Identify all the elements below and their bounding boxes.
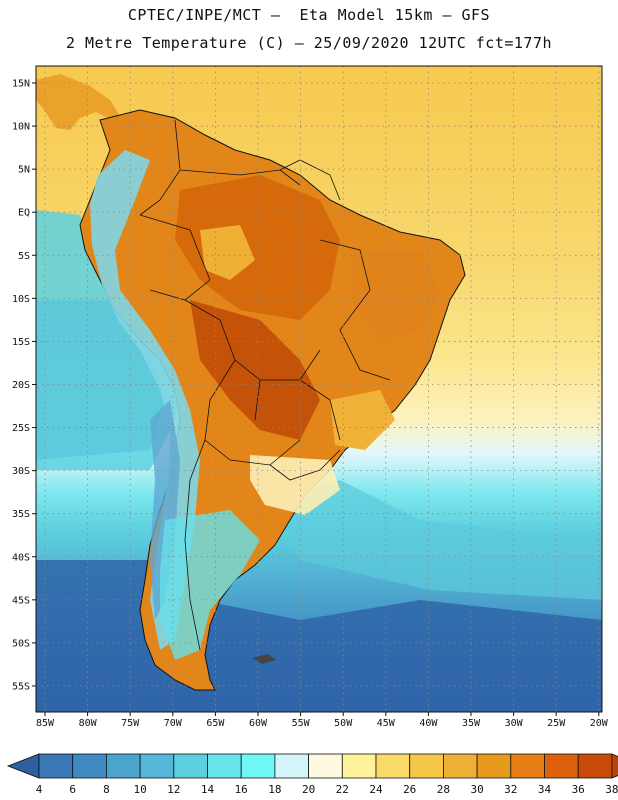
lat-label: 5N: [18, 165, 30, 176]
colorbar-swatch: [577, 753, 613, 779]
country-borders: [139, 119, 391, 651]
colorbar-swatch: [510, 753, 545, 779]
lon-label: 75W: [121, 718, 140, 729]
colorbar-label: 4: [36, 783, 43, 796]
patagonia-cool-land: [160, 510, 260, 660]
colorbar-legend: 4 6 8 10 12 14 16 18 20 22 24 26 28 30 32 34 36 38: [6, 753, 618, 796]
colorbar-swatch: [207, 753, 242, 779]
colorbar-swatch: [139, 753, 175, 779]
lat-label: 10S: [12, 294, 30, 305]
colorbar-label: 36: [572, 783, 585, 796]
lon-label: 30W: [505, 718, 524, 729]
colorbar-label: 24: [369, 783, 383, 796]
colorbar-label: 32: [504, 783, 517, 796]
map-area: [36, 66, 602, 712]
colorbar-swatch: [544, 753, 579, 779]
lat-label: 20S: [12, 380, 30, 391]
colorbar-label: 34: [538, 783, 552, 796]
andes-coldest-band: [150, 400, 180, 620]
lat-label: 45S: [12, 595, 30, 606]
lon-label: 60W: [249, 718, 268, 729]
colorbar-label: 18: [268, 783, 281, 796]
map-frame: [35, 65, 603, 713]
lat-label: 35S: [12, 509, 30, 520]
lon-label: 25W: [547, 718, 566, 729]
lat-label: 25S: [12, 423, 30, 434]
colorbar-swatch: [173, 753, 208, 779]
lat-label: 10N: [12, 122, 30, 133]
colorbar-swatch: [476, 753, 512, 779]
amazon-cooler-patch: [200, 225, 255, 280]
lon-label: 35W: [462, 718, 481, 729]
lat-label: 15N: [12, 79, 30, 90]
lat-label: 55S: [12, 681, 30, 692]
colorbar-label: 6: [69, 783, 76, 796]
central-america-land: [36, 74, 120, 130]
amazon-hot-zone: [175, 175, 340, 320]
lon-label: 55W: [292, 718, 311, 729]
lat-label: 40S: [12, 552, 30, 563]
northeast-brazil-zone: [350, 250, 440, 340]
colorbar-label: 22: [336, 783, 349, 796]
lat-label: 50S: [12, 638, 30, 649]
colorbar-swatch: [442, 753, 478, 779]
lon-label: 85W: [36, 718, 55, 729]
lat-label: 15S: [12, 337, 30, 348]
colorbar-label: 16: [235, 783, 248, 796]
colorbar-swatch: [341, 753, 377, 779]
colorbar-high-arrow: [611, 753, 618, 779]
colorbar-label: 20: [302, 783, 315, 796]
colorbar-swatch: [72, 753, 107, 779]
southeast-brazil-zone: [330, 390, 395, 450]
lon-label: 45W: [377, 718, 396, 729]
atlantic-cool-water: [270, 480, 602, 600]
colorbar-label: 12: [167, 783, 180, 796]
colorbar-low-arrow: [6, 753, 40, 779]
lon-label: 20W: [590, 718, 609, 729]
colorbar-swatch: [106, 753, 141, 779]
lon-label: 65W: [206, 718, 225, 729]
map-gridlines: [36, 66, 602, 712]
colorbar-swatch: [308, 753, 343, 779]
colorbar-swatch: [409, 753, 444, 779]
colorbar-swatch: [274, 753, 309, 779]
title-line-2: 2 Metre Temperature (C) — 25/09/2020 12U…: [65, 34, 553, 52]
colorbar-label: 14: [201, 783, 215, 796]
lon-label: 70W: [164, 718, 183, 729]
colorbar-label: 30: [470, 783, 483, 796]
lat-label: 30S: [12, 466, 30, 477]
lon-label: 40W: [419, 718, 438, 729]
lat-label: EQ: [18, 208, 30, 219]
colorbar-label: 26: [403, 783, 416, 796]
colorbar-label: 38: [605, 783, 618, 796]
map-axes: 15N 10N 5N EQ 5S 10S 15S 20S 25S 30S 35S 40S 45S 50S 5…: [12, 79, 609, 730]
lon-label: 80W: [79, 718, 98, 729]
pampas-mild-zone: [250, 455, 340, 515]
colorbar-swatch: [375, 753, 411, 779]
lon-label: 50W: [334, 718, 353, 729]
title-line-1: CPTEC/INPE/MCT — Eta Model 15km — GFS: [127, 6, 491, 24]
colorbar-swatch: [38, 753, 74, 779]
colorbar-label: 28: [437, 783, 450, 796]
colorbar-label: 10: [133, 783, 146, 796]
lat-label: 5S: [18, 251, 30, 262]
colorbar-swatch: [240, 753, 276, 779]
colorbar-label: 8: [103, 783, 110, 796]
chaco-hottest-zone: [190, 300, 320, 440]
